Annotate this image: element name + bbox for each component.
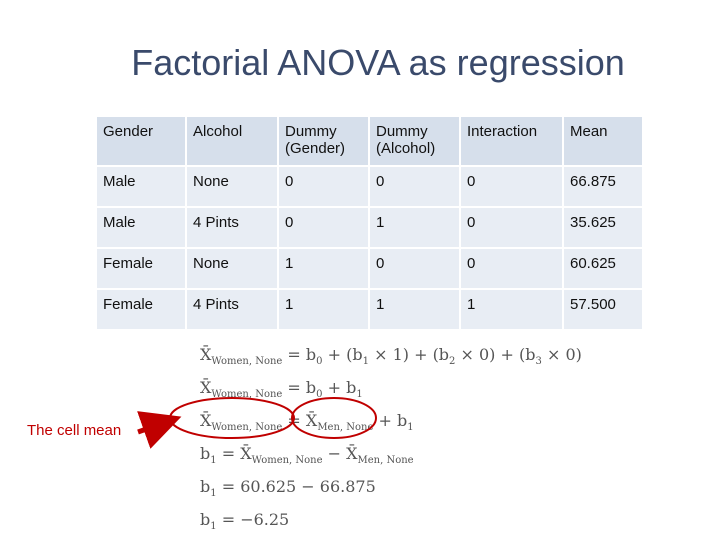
equation-subscript: 1 bbox=[362, 356, 369, 368]
equation-term: b bbox=[200, 510, 211, 529]
table-row: Female None 1 0 0 60.625 bbox=[95, 247, 644, 290]
table-cell: 4 Pints bbox=[185, 206, 279, 249]
equation-subscript: Women, None bbox=[211, 389, 283, 401]
table-cell: 60.625 bbox=[562, 247, 644, 290]
equation-term: + (b bbox=[322, 345, 363, 364]
table-cell: 66.875 bbox=[562, 165, 644, 208]
table-cell: 1 bbox=[368, 288, 461, 331]
equation: X̄Women, None = X̄Men, None + b1 bbox=[200, 404, 582, 437]
slide-title: Factorial ANOVA as regression bbox=[131, 42, 625, 83]
table-cell: None bbox=[185, 247, 279, 290]
header-cell: Mean bbox=[562, 115, 644, 167]
equation: X̄Women, None = b0 + b1 bbox=[200, 371, 582, 404]
table-cell: 0 bbox=[368, 247, 461, 290]
equation-term: = 60.625 − 66.875 bbox=[216, 477, 376, 496]
header-cell: Alcohol bbox=[185, 115, 279, 167]
equation-subscript: 1 bbox=[407, 422, 414, 434]
data-table: Gender Alcohol Dummy (Gender) Dummy (Alcoho… bbox=[95, 115, 644, 331]
arrow bbox=[137, 411, 182, 449]
equation: X̄Women, None = b0 + (b1 × 1) + (b2 × 0)… bbox=[200, 338, 582, 371]
header-row: Gender Alcohol Dummy (Gender) Dummy (Alcoho… bbox=[95, 115, 644, 167]
equation: b1 = 60.625 − 66.875 bbox=[200, 470, 582, 503]
equation: b1 = X̄Women, None − X̄Men, None bbox=[200, 437, 582, 470]
highlight-ellipse bbox=[291, 397, 377, 439]
equation-term: b bbox=[200, 444, 211, 463]
equation-term: + b bbox=[322, 378, 357, 397]
equation-term: X̄ bbox=[240, 444, 252, 463]
equation-subscript: Men, None bbox=[317, 422, 374, 434]
header-cell: Dummy (Gender) bbox=[277, 115, 370, 167]
equation-subscript: Women, None bbox=[211, 356, 283, 368]
equation-term: X̄ bbox=[200, 345, 212, 364]
table-cell: 35.625 bbox=[562, 206, 644, 249]
table-row: Male 4 Pints 0 1 0 35.625 bbox=[95, 206, 644, 249]
table-cell: 4 Pints bbox=[185, 288, 279, 331]
equation-subscript: Men, None bbox=[357, 455, 414, 467]
equation-subscript: Women, None bbox=[211, 422, 283, 434]
equation-subscript: 1 bbox=[356, 389, 363, 401]
table-cell: 1 bbox=[277, 247, 370, 290]
table-cell: 0 bbox=[459, 206, 564, 249]
table-cell: 57.500 bbox=[562, 288, 644, 331]
equation-term: × 1) + (b bbox=[368, 345, 450, 364]
equation-subscript: 0 bbox=[316, 389, 323, 401]
equation-term: × 0) bbox=[541, 345, 582, 364]
header-cell: Interaction bbox=[459, 115, 564, 167]
equation-term: = b bbox=[282, 378, 317, 397]
equation-term: b bbox=[200, 477, 211, 496]
annotation: The cell mean bbox=[27, 422, 122, 439]
equation-subscript: 1 bbox=[210, 455, 217, 467]
table-cell: 0 bbox=[459, 247, 564, 290]
table-cell: Male bbox=[95, 206, 187, 249]
equation-term: X̄ bbox=[346, 444, 358, 463]
equation-subscript: 3 bbox=[535, 356, 542, 368]
table-cell: Female bbox=[95, 288, 187, 331]
equation-term: X̄ bbox=[200, 411, 212, 430]
equation-term: X̄ bbox=[305, 411, 318, 430]
table-cell: Male bbox=[95, 165, 187, 208]
highlight-ellipse bbox=[169, 397, 295, 439]
equation-term: X̄ bbox=[200, 378, 212, 397]
equation-subscript: 1 bbox=[210, 488, 217, 500]
table-cell: 0 bbox=[277, 165, 370, 208]
header-cell: Gender bbox=[95, 115, 187, 167]
equation-subscript: 2 bbox=[449, 356, 456, 368]
table-cell: None bbox=[185, 165, 279, 208]
equation-subscript: 1 bbox=[210, 521, 217, 533]
equation-term: × 0) + (b bbox=[455, 345, 536, 364]
table-cell: 0 bbox=[368, 165, 461, 208]
table-cell: 1 bbox=[277, 288, 370, 331]
table-cell: 1 bbox=[459, 288, 564, 331]
equation: b1 = −6.25 bbox=[200, 503, 582, 536]
equation-term: = −6.25 bbox=[216, 510, 290, 529]
table-cell: 0 bbox=[277, 206, 370, 249]
equation-subscript: Women, None bbox=[251, 455, 323, 467]
equation-term: + b bbox=[373, 411, 408, 430]
table-row: Female 4 Pints 1 1 1 57.500 bbox=[95, 288, 644, 331]
equation-term: = b bbox=[282, 345, 317, 364]
table-row: Male None 0 0 0 66.875 bbox=[95, 165, 644, 208]
equation-term: − bbox=[322, 444, 347, 463]
equations: X̄Women, None = b0 + (b1 × 1) + (b2 × 0)… bbox=[200, 338, 582, 536]
table-cell: 0 bbox=[459, 165, 564, 208]
equation-term: = bbox=[216, 444, 241, 463]
equation-subscript: 0 bbox=[316, 356, 323, 368]
header-cell: Dummy (Alcohol) bbox=[368, 115, 461, 167]
table-cell: Female bbox=[95, 247, 187, 290]
table-cell: 1 bbox=[368, 206, 461, 249]
